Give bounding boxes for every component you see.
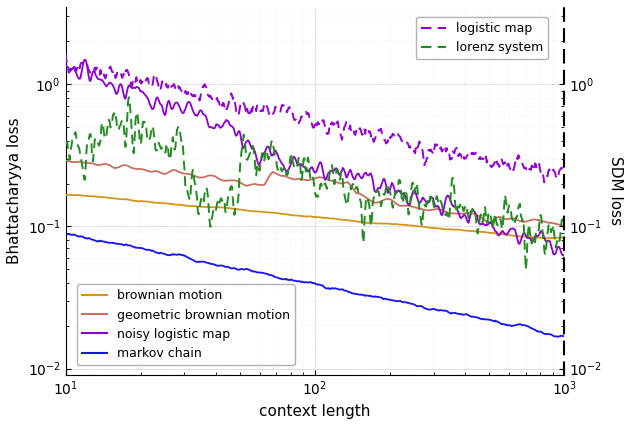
Legend: brownian motion, geometric brownian motion, noisy logistic map, markov chain: brownian motion, geometric brownian moti… [77,285,295,365]
Y-axis label: SDM loss: SDM loss [608,156,623,225]
Y-axis label: Bhattacharyya loss: Bhattacharyya loss [7,118,22,264]
X-axis label: context length: context length [259,404,370,419]
